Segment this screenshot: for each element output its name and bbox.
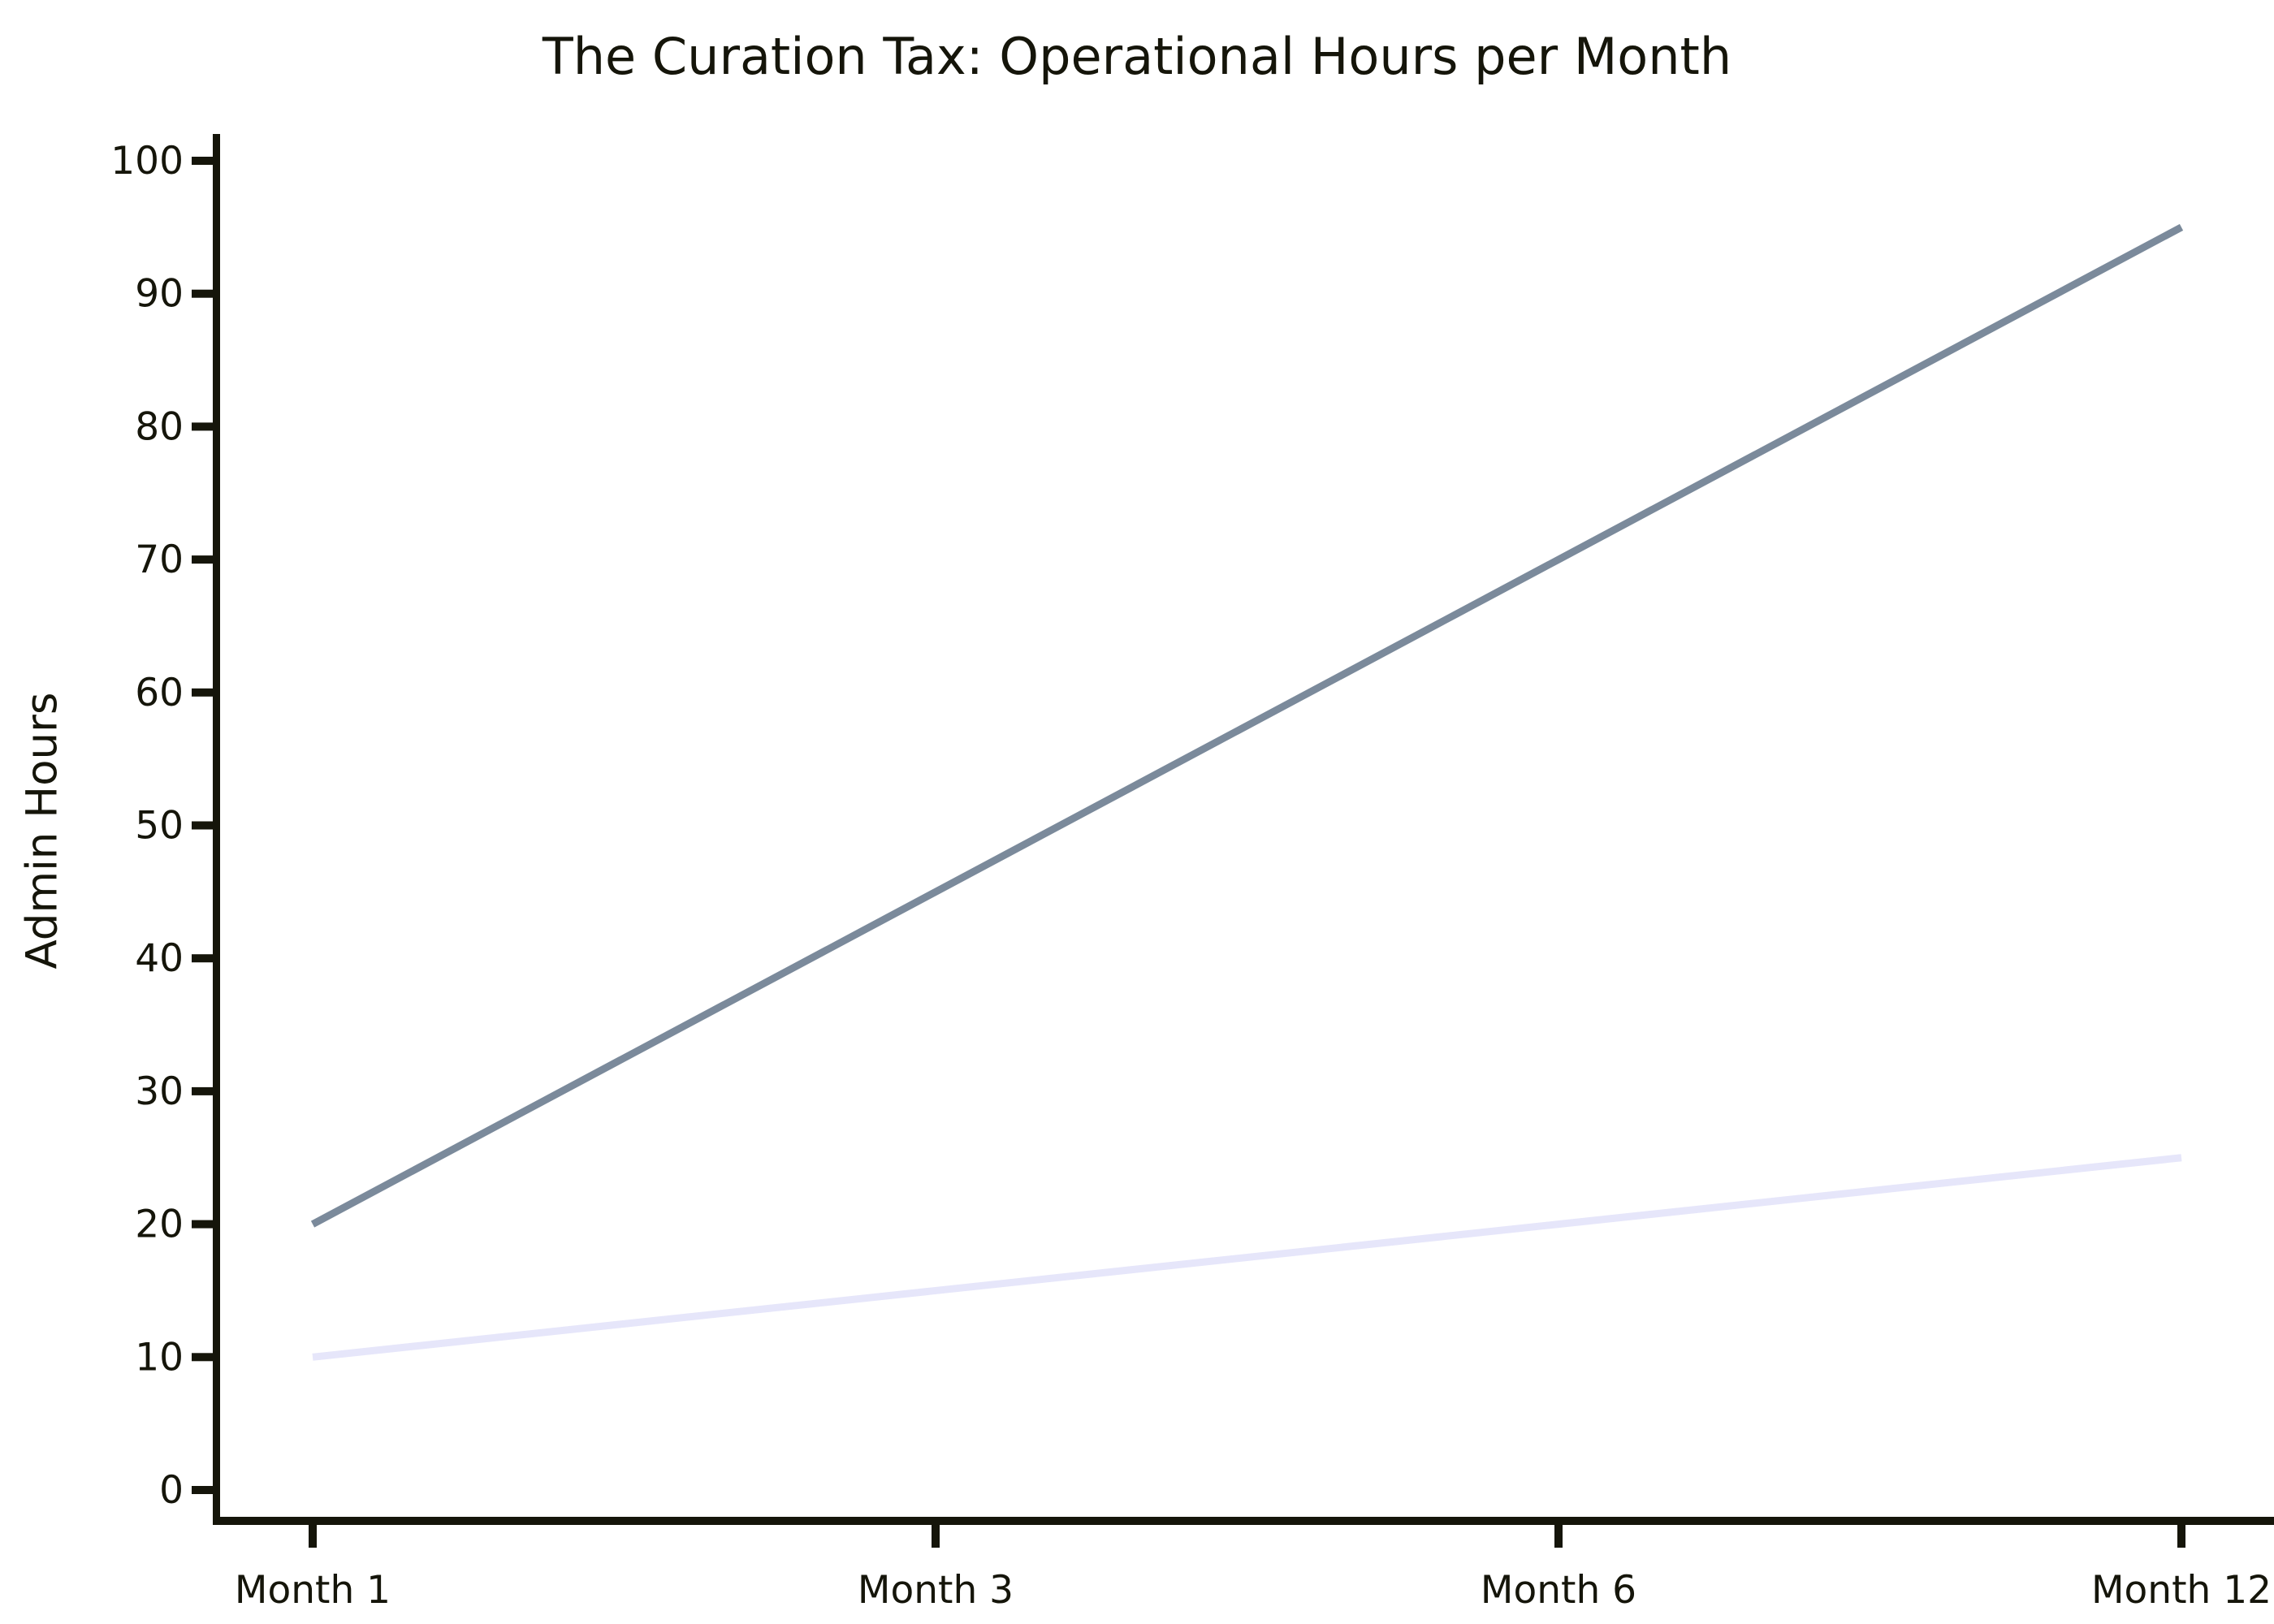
y-tick-label: 40 — [135, 936, 184, 981]
y-tick-mark — [192, 157, 213, 165]
y-tick-mark — [192, 954, 213, 963]
y-tick-label: 90 — [135, 272, 184, 317]
series-line-slate-line — [310, 223, 2184, 1228]
y-tick-label: 80 — [135, 404, 184, 449]
x-tick-mark — [1554, 1517, 1563, 1548]
y-tick-mark — [192, 422, 213, 431]
y-tick-label: 50 — [135, 804, 184, 849]
y-tick-mark — [192, 688, 213, 697]
y-tick-mark — [192, 1086, 213, 1095]
x-tick-mark — [932, 1517, 940, 1548]
series-line-lavender-line — [312, 1154, 2182, 1361]
chart-title: The Curation Tax: Operational Hours per … — [542, 27, 1732, 86]
y-tick-mark — [192, 1353, 213, 1362]
y-tick-mark — [192, 821, 213, 830]
x-axis-spine — [213, 1517, 2274, 1525]
x-tick-label: Month 6 — [1481, 1568, 1636, 1613]
x-tick-label: Month 12 — [2091, 1568, 2272, 1613]
y-tick-label: 30 — [135, 1069, 184, 1114]
x-tick-mark — [309, 1517, 317, 1548]
y-tick-mark — [192, 1486, 213, 1494]
y-tick-label: 60 — [135, 671, 184, 715]
x-tick-mark — [2177, 1517, 2185, 1548]
y-tick-mark — [192, 1220, 213, 1229]
y-tick-label: 70 — [135, 538, 184, 582]
y-tick-label: 10 — [135, 1335, 184, 1380]
y-tick-label: 0 — [159, 1468, 184, 1513]
y-tick-label: 20 — [135, 1203, 184, 1247]
y-tick-mark — [192, 555, 213, 564]
y-tick-label: 100 — [110, 139, 184, 184]
x-tick-label: Month 3 — [858, 1568, 1014, 1613]
y-axis-spine — [213, 134, 220, 1525]
y-tick-mark — [192, 289, 213, 298]
x-tick-label: Month 1 — [235, 1568, 391, 1613]
